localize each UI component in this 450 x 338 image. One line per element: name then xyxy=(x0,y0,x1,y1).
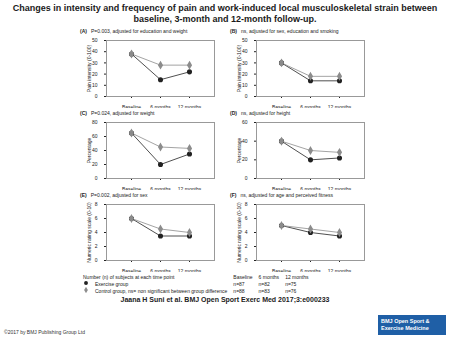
svg-text:12 months: 12 months xyxy=(328,268,352,272)
html-text:(C): (C) xyxy=(80,110,87,116)
html-text:P=0.003, adjusted for educatio: P=0.003, adjusted for education and weig… xyxy=(91,28,188,34)
html-text:n=88: n=88 xyxy=(233,287,245,294)
svg-text:4: 4 xyxy=(95,229,98,235)
svg-text:8: 8 xyxy=(95,201,98,207)
svg-text:0: 0 xyxy=(245,93,248,99)
svg-text:8: 8 xyxy=(245,201,248,207)
html-text:©2017 by BMJ Publishing Group: ©2017 by BMJ Publishing Group Ltd xyxy=(4,329,85,335)
html-text:(F): (F) xyxy=(230,192,237,198)
svg-text:6 months: 6 months xyxy=(150,268,171,272)
html-text:Baseline: Baseline xyxy=(233,274,253,280)
svg-text:0: 0 xyxy=(245,257,248,263)
svg-text:0: 0 xyxy=(95,93,98,99)
svg-text:12 months: 12 months xyxy=(328,104,352,108)
svg-text:40: 40 xyxy=(92,147,98,153)
html-text:n=83: n=83 xyxy=(258,287,270,294)
svg-text:80: 80 xyxy=(92,119,98,125)
svg-text:20: 20 xyxy=(242,156,248,162)
html-text:Changes in intensity and frequ: Changes in intensity and frequency of pa… xyxy=(12,3,438,24)
html-text:ns, adjusted for sex, educatio: ns, adjusted for sex, education and smok… xyxy=(241,28,339,34)
svg-text:30: 30 xyxy=(242,60,248,66)
html-text:Control group, ns= non signifi: Control group, ns= non significant betwe… xyxy=(95,287,228,294)
svg-text:40: 40 xyxy=(92,48,98,54)
svg-text:4: 4 xyxy=(245,229,248,235)
svg-text:10: 10 xyxy=(242,82,248,88)
svg-text:Baseline: Baseline xyxy=(272,186,291,190)
svg-text:6 months: 6 months xyxy=(150,104,171,108)
svg-text:12 months: 12 months xyxy=(178,104,202,108)
html-text:Jaana H Suni et al. BMJ Open S: Jaana H Suni et al. BMJ Open Sport Exerc… xyxy=(120,296,330,303)
svg-text:30: 30 xyxy=(92,60,98,66)
svg-text:60: 60 xyxy=(242,119,248,125)
html-text:Number (n) of subjects at each: Number (n) of subjects at each time poin… xyxy=(83,274,175,280)
svg-text:40: 40 xyxy=(242,48,248,54)
html-text:(E): (E) xyxy=(80,192,87,198)
html-text:(A): (A) xyxy=(80,28,87,34)
svg-text:20: 20 xyxy=(92,161,98,167)
html-text:n=87: n=87 xyxy=(233,280,245,287)
html-text:(B): (B) xyxy=(230,28,237,34)
html-text:P=0.002, adjusted for sex: P=0.002, adjusted for sex xyxy=(90,192,148,198)
svg-text:Pain intensity (0-100): Pain intensity (0-100) xyxy=(86,45,92,93)
svg-text:Percentage: Percentage xyxy=(86,137,92,163)
svg-text:2: 2 xyxy=(245,243,248,249)
svg-text:6 months: 6 months xyxy=(300,186,321,190)
html-text:n=82: n=82 xyxy=(258,280,270,287)
svg-text:0: 0 xyxy=(245,175,248,181)
svg-text:6: 6 xyxy=(245,215,248,221)
svg-text:12 months: 12 months xyxy=(178,268,202,272)
svg-text:12 months: 12 months xyxy=(328,186,352,190)
html-text:(D): (D) xyxy=(230,110,237,116)
svg-text:Baseline: Baseline xyxy=(272,268,291,272)
html-text:n=75: n=75 xyxy=(285,280,297,287)
svg-text:6 months: 6 months xyxy=(300,268,321,272)
svg-text:Baseline: Baseline xyxy=(122,104,141,108)
svg-text:6 months: 6 months xyxy=(300,104,321,108)
html-text:P=0.024, adjusted for weight: P=0.024, adjusted for weight xyxy=(91,110,155,116)
svg-text:12 months: 12 months xyxy=(178,186,202,190)
svg-text:20: 20 xyxy=(92,71,98,77)
svg-text:Percentage: Percentage xyxy=(236,137,242,163)
svg-text:Numeric rating scale (0-10): Numeric rating scale (0-10) xyxy=(86,202,92,263)
svg-text:50: 50 xyxy=(242,37,248,43)
svg-text:Pain intensity (0-100): Pain intensity (0-100) xyxy=(236,45,242,93)
svg-text:10: 10 xyxy=(92,82,98,88)
svg-text:2: 2 xyxy=(95,243,98,249)
svg-text:Baseline: Baseline xyxy=(122,268,141,272)
svg-text:6: 6 xyxy=(95,215,98,221)
svg-text:40: 40 xyxy=(242,138,248,144)
svg-text:50: 50 xyxy=(92,37,98,43)
svg-text:6 months: 6 months xyxy=(150,186,171,190)
svg-text:Numeric rating scale (0-10): Numeric rating scale (0-10) xyxy=(236,202,242,263)
svg-text:0: 0 xyxy=(95,175,98,181)
html-text:6 months: 6 months xyxy=(258,274,280,280)
html-text:n=76: n=76 xyxy=(285,287,297,294)
html-text:ns, adjusted for height: ns, adjusted for height xyxy=(241,110,291,116)
html-text:Exercise group: Exercise group xyxy=(95,280,129,287)
html-text:ns, adjusted for age and perce: ns, adjusted for age and perceived fitne… xyxy=(240,192,333,198)
html-text:BMJ Open Sport & Exercise Medi: BMJ Open Sport & Exercise Medicine xyxy=(381,318,430,331)
html-text:12 months: 12 months xyxy=(285,274,309,280)
svg-text:60: 60 xyxy=(92,133,98,139)
svg-text:Baseline: Baseline xyxy=(272,104,291,108)
svg-text:20: 20 xyxy=(242,71,248,77)
svg-text:0: 0 xyxy=(95,257,98,263)
svg-text:Baseline: Baseline xyxy=(122,186,141,190)
